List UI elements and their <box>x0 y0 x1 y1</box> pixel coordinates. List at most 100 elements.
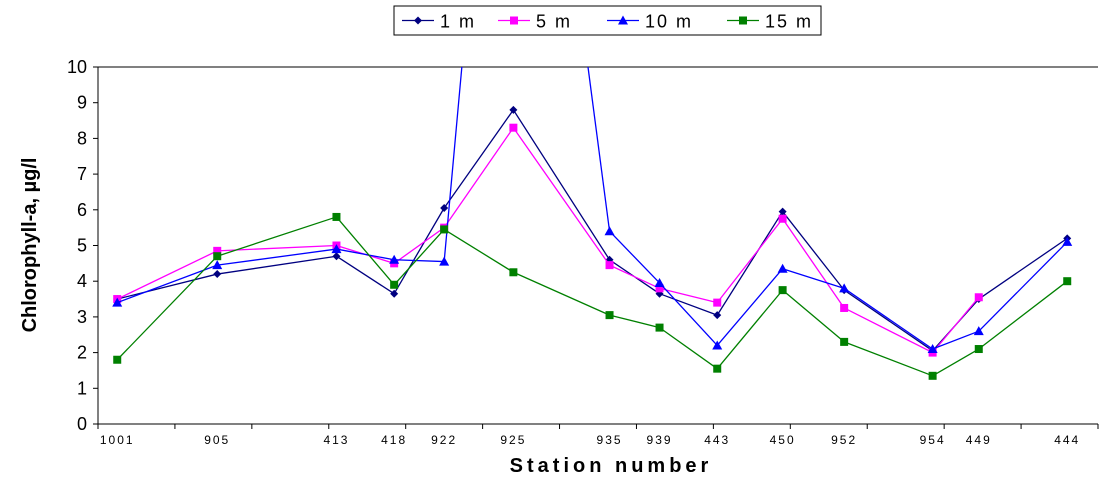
series-15m <box>113 212 1072 380</box>
legend-entry: 15 m <box>727 12 811 32</box>
data-point <box>390 289 399 298</box>
series-line-segment <box>393 227 445 264</box>
x-tick-label: 413 <box>323 433 349 447</box>
series-line-segment <box>609 230 661 284</box>
data-point <box>390 280 399 289</box>
legend-entry: 10 m <box>607 12 693 32</box>
x-tick-label: 935 <box>597 433 623 447</box>
series-line-segment <box>716 218 784 304</box>
series-line-segment <box>443 228 514 273</box>
series-line-segment <box>587 66 611 232</box>
y-axis-title: Chlorophyll-a, µg/l <box>19 158 41 333</box>
data-point <box>739 16 747 25</box>
data-point <box>213 270 222 279</box>
x-tick-label: 444 <box>1054 433 1080 447</box>
x-tick-label: 922 <box>431 433 457 447</box>
y-tick-label: 9 <box>77 93 87 113</box>
x-tick-label: 449 <box>966 433 992 447</box>
data-point <box>777 263 788 273</box>
data-point <box>974 293 983 302</box>
series-line-segment <box>843 341 933 377</box>
data-point <box>440 204 449 213</box>
y-tick-label: 3 <box>77 307 87 327</box>
x-tick-label: 443 <box>704 433 730 447</box>
data-point <box>331 244 342 254</box>
series-line-segment <box>932 330 980 350</box>
series-line-segment <box>513 271 610 316</box>
x-tick-label: 939 <box>647 433 673 447</box>
data-point <box>840 337 849 346</box>
series-line-segment <box>716 289 784 370</box>
y-tick-label: 10 <box>67 57 87 77</box>
series-line-segment <box>843 289 933 352</box>
series-line-segment <box>932 296 980 354</box>
series-line-segment <box>843 307 933 354</box>
data-point <box>713 298 722 307</box>
x-tick-label: 418 <box>381 433 407 447</box>
data-point <box>713 364 722 373</box>
series-line-segment <box>217 248 337 266</box>
series-line-segment <box>659 287 718 304</box>
series-10m <box>112 66 1073 354</box>
data-point <box>655 323 664 332</box>
data-point <box>840 303 849 312</box>
x-axis-title: Station number <box>510 455 713 477</box>
series-line-segment <box>659 282 718 346</box>
series-line-segment <box>782 211 845 291</box>
data-point <box>655 284 664 293</box>
data-point <box>605 311 614 320</box>
series-line-segment <box>117 273 218 300</box>
y-tick-label: 7 <box>77 164 87 184</box>
series-line-segment <box>659 293 718 316</box>
data-point <box>604 226 615 236</box>
series-line-segment <box>716 211 784 316</box>
data-point <box>974 345 983 354</box>
legend-label: 1 m <box>440 12 476 32</box>
data-point <box>389 254 400 264</box>
data-point <box>927 344 938 354</box>
y-tick-label: 2 <box>77 343 87 363</box>
data-point <box>212 260 223 270</box>
series-line-segment <box>116 250 218 300</box>
data-point <box>213 252 222 261</box>
data-point <box>839 283 850 293</box>
series-line-segment <box>393 228 445 286</box>
series-line-segment <box>716 268 784 346</box>
legend: 1 m 5 m 10 m 15 m <box>393 5 822 36</box>
x-tick-label: 905 <box>204 433 230 447</box>
series-line-segment <box>336 248 395 261</box>
data-point <box>332 252 341 261</box>
data-point <box>509 105 518 114</box>
legend-label: 10 m <box>645 12 693 32</box>
data-point <box>439 256 450 266</box>
y-tick-label: 0 <box>77 414 87 434</box>
data-point <box>509 268 518 277</box>
data-point <box>928 371 937 380</box>
data-point <box>778 286 787 295</box>
x-tick-label: 954 <box>920 433 946 447</box>
data-point <box>973 326 984 336</box>
data-point <box>213 246 222 255</box>
data-point <box>113 355 122 364</box>
legend-label: 5 m <box>536 12 572 32</box>
series-line-segment <box>116 255 218 361</box>
x-tick-label: 925 <box>500 433 526 447</box>
y-tick-label: 8 <box>77 128 87 148</box>
legend-entry: 5 m <box>498 12 572 32</box>
series-line-segment <box>393 207 445 295</box>
x-axis-ticks: 1001 905 413 418 922 925 935 939 443 450 952 954 449… <box>97 424 1099 447</box>
data-point <box>618 15 628 25</box>
series-line-segment <box>978 280 1068 350</box>
data-point <box>1063 277 1072 286</box>
series-line-segment <box>336 255 395 295</box>
data-point <box>509 123 518 132</box>
series-line-segment <box>978 237 1068 300</box>
data-point <box>654 277 665 287</box>
series-line-segment <box>217 216 337 257</box>
series-line-segment <box>217 255 337 275</box>
data-point <box>112 297 123 307</box>
x-tick-label: 450 <box>770 433 796 447</box>
series-line-segment <box>335 216 395 286</box>
data-point <box>778 207 787 216</box>
